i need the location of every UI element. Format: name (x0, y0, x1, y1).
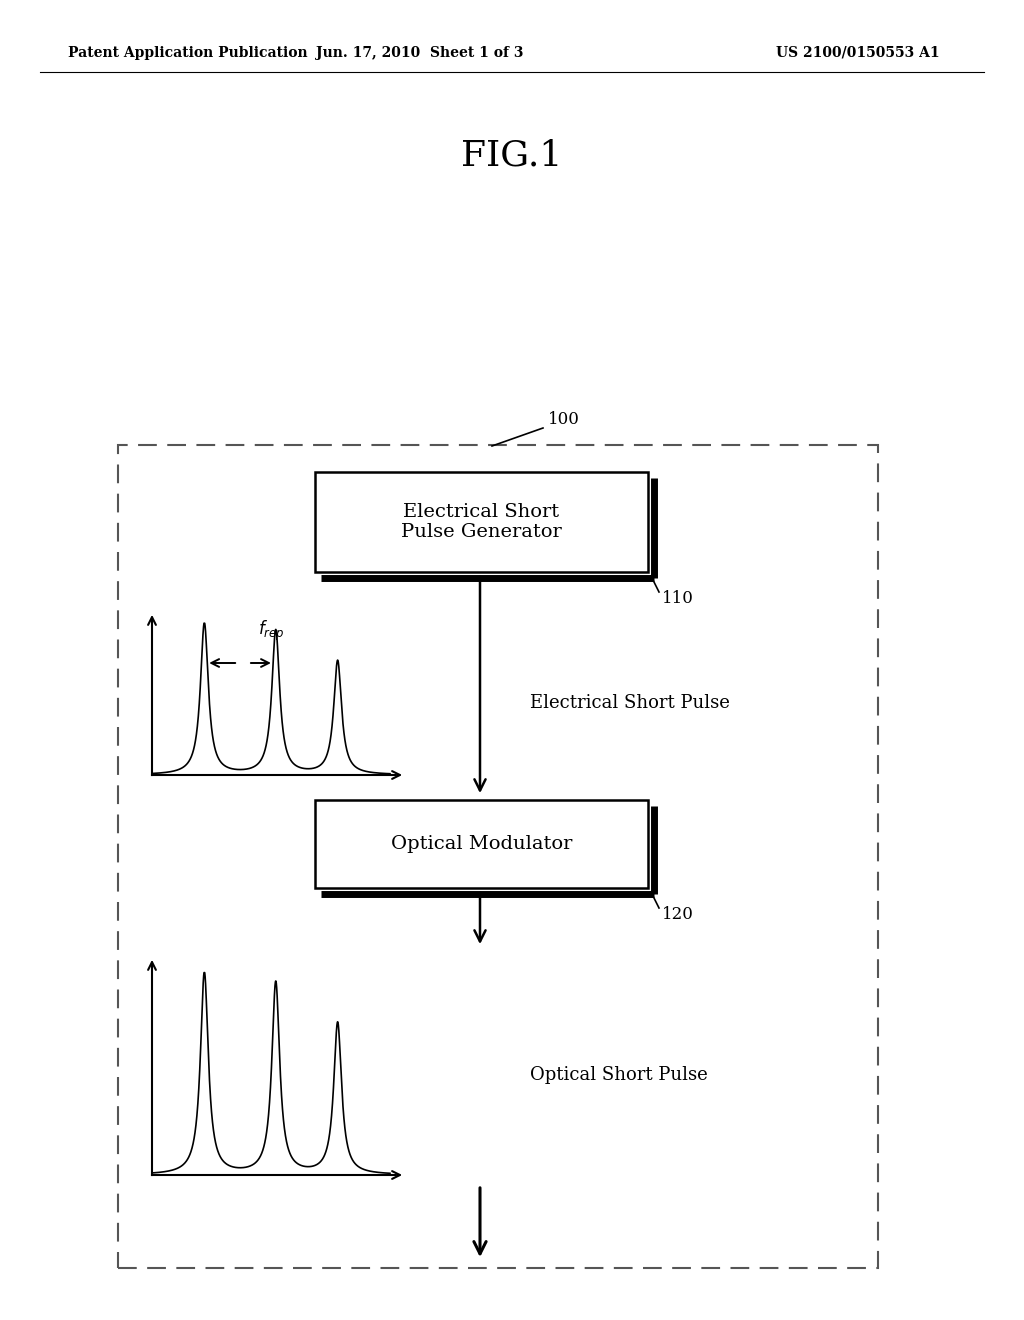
Text: US 2100/0150553 A1: US 2100/0150553 A1 (776, 46, 940, 59)
Text: FIG.1: FIG.1 (462, 139, 562, 172)
Bar (118, 445, 878, 1269)
Text: Jun. 17, 2010  Sheet 1 of 3: Jun. 17, 2010 Sheet 1 of 3 (316, 46, 523, 59)
Text: Electrical Short
Pulse Generator: Electrical Short Pulse Generator (401, 503, 562, 541)
Text: Electrical Short Pulse: Electrical Short Pulse (530, 693, 730, 711)
Text: 110: 110 (662, 590, 694, 607)
Text: $f_{rep}$: $f_{rep}$ (258, 619, 285, 643)
Text: 100: 100 (548, 412, 580, 429)
Text: Optical Modulator: Optical Modulator (391, 836, 572, 853)
Text: Optical Short Pulse: Optical Short Pulse (530, 1067, 708, 1084)
Bar (315, 473, 648, 572)
Bar (315, 800, 648, 888)
Text: 120: 120 (662, 906, 694, 923)
Text: Patent Application Publication: Patent Application Publication (68, 46, 307, 59)
